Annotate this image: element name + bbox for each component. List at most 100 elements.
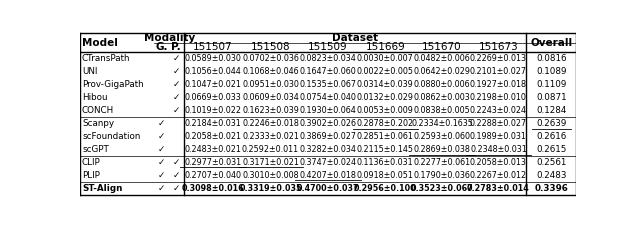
Text: PLIP: PLIP bbox=[82, 171, 100, 180]
Text: 0.2101±0.027: 0.2101±0.027 bbox=[470, 67, 527, 76]
Text: 151673: 151673 bbox=[479, 42, 518, 52]
Text: 0.1989±0.031: 0.1989±0.031 bbox=[470, 132, 527, 141]
Text: 0.2058±0.021: 0.2058±0.021 bbox=[184, 132, 241, 141]
Text: 0.0702±0.036: 0.0702±0.036 bbox=[242, 54, 299, 63]
Text: ✓: ✓ bbox=[173, 106, 180, 115]
Text: 0.0589±0.030: 0.0589±0.030 bbox=[184, 54, 241, 63]
Text: 0.0871: 0.0871 bbox=[536, 93, 566, 102]
Text: 0.2483±0.021: 0.2483±0.021 bbox=[184, 145, 241, 154]
Text: UNI: UNI bbox=[82, 67, 97, 76]
Text: 0.0754±0.040: 0.0754±0.040 bbox=[300, 93, 356, 102]
Text: ✓: ✓ bbox=[157, 132, 165, 141]
Text: 0.2277±0.061: 0.2277±0.061 bbox=[413, 158, 470, 167]
Text: 0.2878±0.202: 0.2878±0.202 bbox=[356, 119, 414, 128]
Text: 0.0482±0.006: 0.0482±0.006 bbox=[413, 54, 470, 63]
Text: ✓: ✓ bbox=[173, 158, 180, 167]
Text: 0.2184±0.031: 0.2184±0.031 bbox=[184, 119, 241, 128]
Text: 0.0823±0.034: 0.0823±0.034 bbox=[300, 54, 356, 63]
Text: Hibou: Hibou bbox=[82, 93, 108, 102]
Text: 0.1136±0.031: 0.1136±0.031 bbox=[357, 158, 413, 167]
Text: 0.1019±0.022: 0.1019±0.022 bbox=[184, 106, 241, 115]
Text: 0.2115±0.145: 0.2115±0.145 bbox=[356, 145, 414, 154]
Text: 0.1109: 0.1109 bbox=[536, 80, 566, 89]
Text: 0.3523±0.067: 0.3523±0.067 bbox=[411, 184, 474, 193]
Text: 0.2267±0.012: 0.2267±0.012 bbox=[470, 171, 527, 180]
Text: 0.2058±0.013: 0.2058±0.013 bbox=[470, 158, 527, 167]
Text: 0.2851±0.061: 0.2851±0.061 bbox=[357, 132, 413, 141]
Text: 0.0609±0.034: 0.0609±0.034 bbox=[242, 93, 299, 102]
Text: 0.0838±0.005: 0.0838±0.005 bbox=[413, 106, 470, 115]
Text: Modality: Modality bbox=[143, 33, 195, 43]
Text: 0.2269±0.013: 0.2269±0.013 bbox=[470, 54, 527, 63]
Text: ✓: ✓ bbox=[157, 145, 165, 154]
Text: Prov-GigaPath: Prov-GigaPath bbox=[82, 80, 143, 89]
Text: 0.2592±0.011: 0.2592±0.011 bbox=[242, 145, 299, 154]
Text: scGPT: scGPT bbox=[82, 145, 109, 154]
Text: 151669: 151669 bbox=[365, 42, 405, 52]
Text: 0.3869±0.027: 0.3869±0.027 bbox=[300, 132, 356, 141]
Text: G.: G. bbox=[155, 42, 168, 52]
Text: ✓: ✓ bbox=[173, 171, 180, 180]
Text: 0.3282±0.034: 0.3282±0.034 bbox=[300, 145, 356, 154]
Text: 0.3098±0.016: 0.3098±0.016 bbox=[182, 184, 244, 193]
Text: CONCH: CONCH bbox=[82, 106, 114, 115]
Text: 0.3010±0.008: 0.3010±0.008 bbox=[242, 171, 299, 180]
Text: 0.4700±0.037: 0.4700±0.037 bbox=[297, 184, 359, 193]
Text: 0.2707±0.040: 0.2707±0.040 bbox=[184, 171, 241, 180]
Text: 0.0132±0.029: 0.0132±0.029 bbox=[356, 93, 414, 102]
Text: 0.2483: 0.2483 bbox=[536, 171, 566, 180]
Text: ✓: ✓ bbox=[173, 184, 180, 193]
Text: 0.3319±0.035: 0.3319±0.035 bbox=[239, 184, 301, 193]
Text: P.: P. bbox=[172, 42, 181, 52]
Text: ST-Align: ST-Align bbox=[82, 184, 122, 193]
Text: 0.2561: 0.2561 bbox=[536, 158, 566, 167]
Text: 0.0951±0.030: 0.0951±0.030 bbox=[242, 80, 299, 89]
Text: 0.3747±0.024: 0.3747±0.024 bbox=[300, 158, 356, 167]
Text: 0.1535±0.067: 0.1535±0.067 bbox=[300, 80, 356, 89]
Text: 0.1089: 0.1089 bbox=[536, 67, 566, 76]
Text: 0.2243±0.024: 0.2243±0.024 bbox=[470, 106, 527, 115]
Text: ✓: ✓ bbox=[173, 67, 180, 76]
Text: 0.1927±0.018: 0.1927±0.018 bbox=[470, 80, 527, 89]
Text: 0.2869±0.038: 0.2869±0.038 bbox=[413, 145, 470, 154]
Text: 0.2333±0.021: 0.2333±0.021 bbox=[242, 132, 299, 141]
Text: ✓: ✓ bbox=[173, 80, 180, 89]
Text: Dataset: Dataset bbox=[332, 33, 378, 43]
Text: 0.1068±0.046: 0.1068±0.046 bbox=[242, 67, 299, 76]
Text: CLIP: CLIP bbox=[82, 158, 100, 167]
Text: 0.4207±0.018: 0.4207±0.018 bbox=[300, 171, 356, 180]
Text: 0.0053±0.009: 0.0053±0.009 bbox=[357, 106, 413, 115]
Text: Scanpy: Scanpy bbox=[82, 119, 114, 128]
Text: 151507: 151507 bbox=[193, 42, 233, 52]
Text: 0.2246±0.018: 0.2246±0.018 bbox=[242, 119, 299, 128]
Text: 0.2593±0.060: 0.2593±0.060 bbox=[413, 132, 470, 141]
Text: ✓: ✓ bbox=[157, 184, 165, 193]
Text: 0.1047±0.021: 0.1047±0.021 bbox=[184, 80, 241, 89]
Text: Model: Model bbox=[82, 38, 118, 48]
Text: 151670: 151670 bbox=[422, 42, 462, 52]
Text: 0.2348±0.031: 0.2348±0.031 bbox=[470, 145, 527, 154]
Text: 0.2977±0.031: 0.2977±0.031 bbox=[184, 158, 241, 167]
Text: 0.2288±0.027: 0.2288±0.027 bbox=[470, 119, 527, 128]
Text: 0.2783±0.014: 0.2783±0.014 bbox=[467, 184, 530, 193]
Text: 0.0816: 0.0816 bbox=[536, 54, 566, 63]
Text: 0.1930±0.064: 0.1930±0.064 bbox=[300, 106, 356, 115]
Text: 0.1647±0.060: 0.1647±0.060 bbox=[300, 67, 356, 76]
Text: 0.0918±0.051: 0.0918±0.051 bbox=[357, 171, 413, 180]
Text: 0.1284: 0.1284 bbox=[536, 106, 566, 115]
Text: 0.1790±0.036: 0.1790±0.036 bbox=[413, 171, 470, 180]
Text: ✓: ✓ bbox=[157, 171, 165, 180]
Text: CTransPath: CTransPath bbox=[82, 54, 131, 63]
Text: 0.2334±0.1635: 0.2334±0.1635 bbox=[411, 119, 473, 128]
Text: 0.2956±0.100: 0.2956±0.100 bbox=[354, 184, 417, 193]
Text: 0.3171±0.021: 0.3171±0.021 bbox=[242, 158, 299, 167]
Text: 0.2615: 0.2615 bbox=[536, 145, 566, 154]
Text: ✓: ✓ bbox=[157, 158, 165, 167]
Text: 0.0880±0.006: 0.0880±0.006 bbox=[414, 80, 470, 89]
Text: ✓: ✓ bbox=[173, 93, 180, 102]
Text: 0.0862±0.003: 0.0862±0.003 bbox=[413, 93, 470, 102]
Text: 0.2639: 0.2639 bbox=[536, 119, 566, 128]
Text: 0.0669±0.033: 0.0669±0.033 bbox=[184, 93, 241, 102]
Text: 0.2616: 0.2616 bbox=[536, 132, 566, 141]
Text: ✓: ✓ bbox=[157, 119, 165, 128]
